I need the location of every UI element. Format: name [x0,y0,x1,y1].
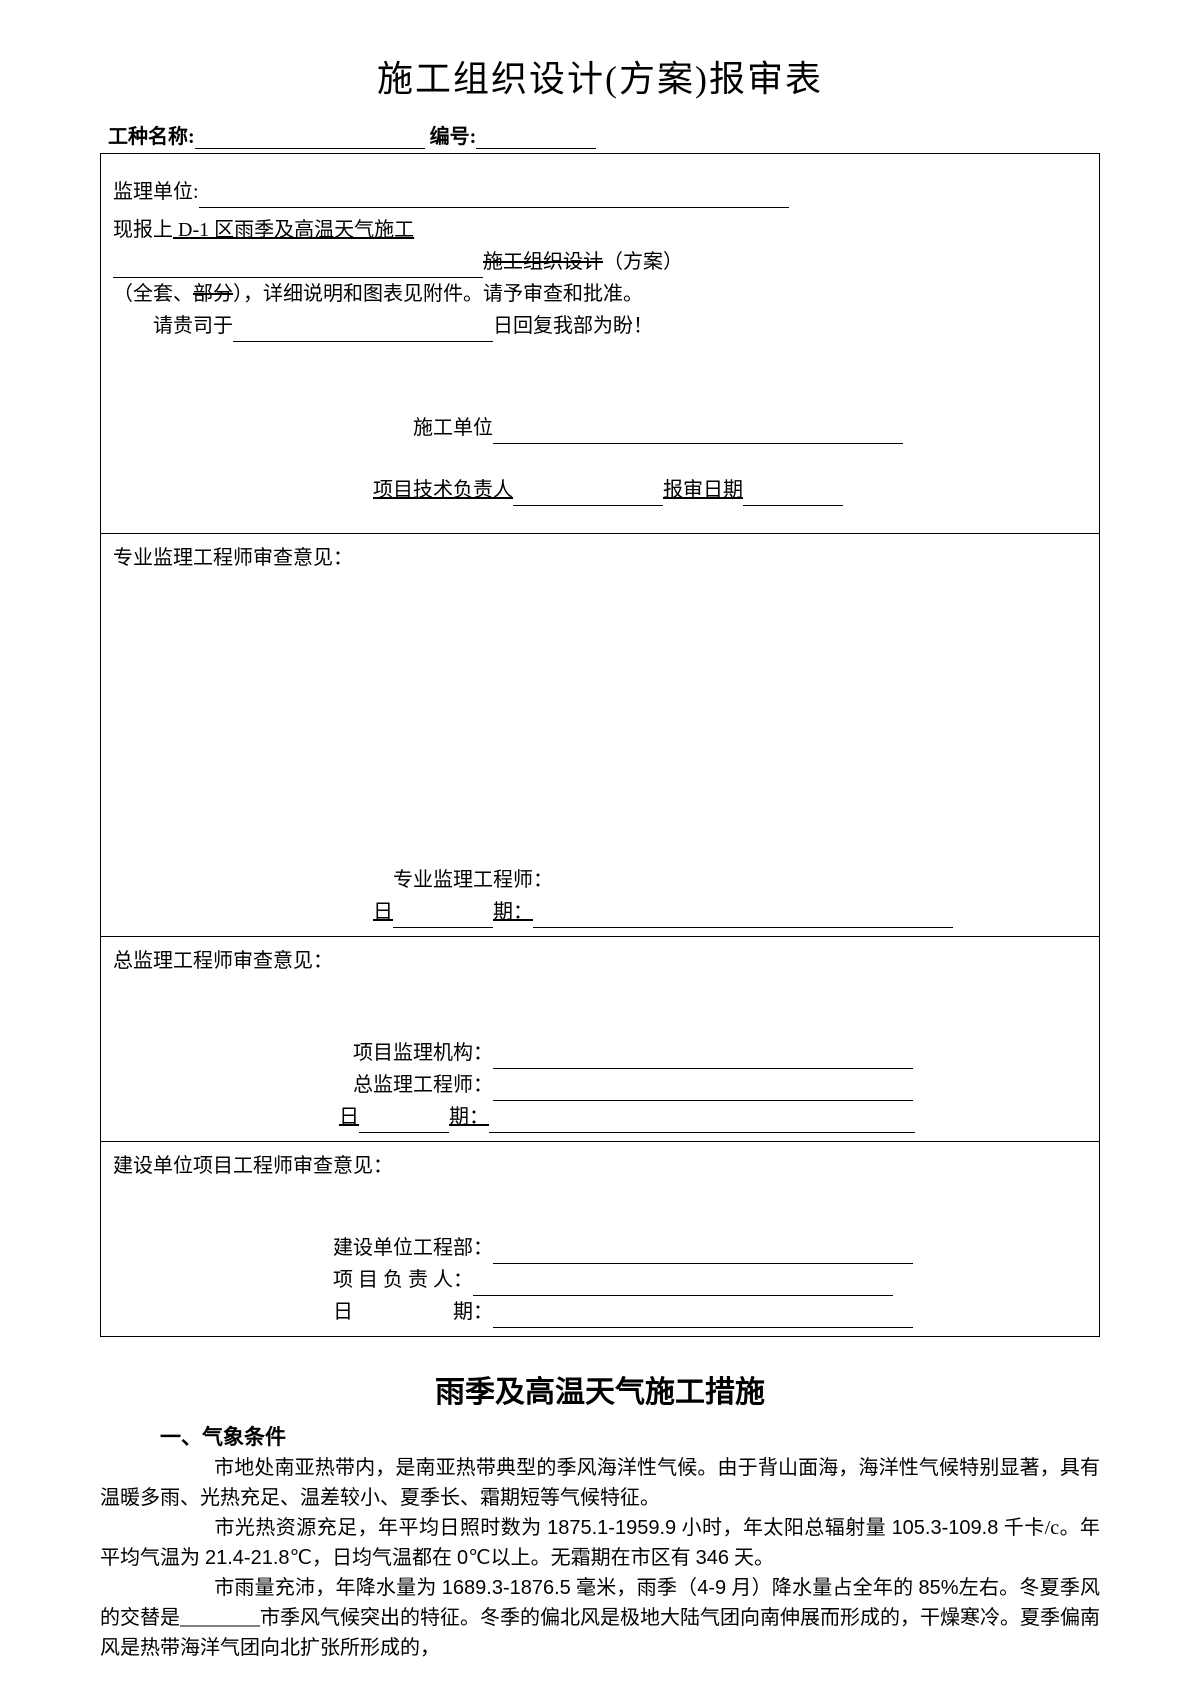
owner-title: 建设单位项目工程师审查意见： [113,1150,1087,1182]
document-title: 施工组织设计(方案)报审表 [100,50,1100,102]
leader-label: 项 目 负 责 人： [333,1269,473,1291]
chief-date-blank [489,1132,915,1133]
tech-leader-label: 项目技术负责人 [373,479,513,501]
full-set-prefix: （全套、 [113,283,193,305]
report-content: D-1 区雨季及高温天气施工 [173,219,784,241]
chief-title: 总监理工程师审查意见： [113,945,1087,977]
approval-table: 监理单位: 现报上 D-1 区雨季及高温天气施工施工组织设计（方案） （全套、部… [100,153,1100,1337]
date-post4: 期： [453,1301,493,1323]
construction-unit-blank [493,443,903,444]
review-date-blank [743,505,843,506]
report-prefix: 现报上 [113,219,173,241]
serial-blank [476,148,596,149]
plan-suffix: （方案） [603,251,683,273]
dept-label: 建设单位工程部： [333,1237,493,1259]
partial-strike: 部分 [193,283,233,305]
supervisor-label: 监理单位: [113,181,199,203]
chief-engineer-cell: 总监理工程师审查意见： 项目监理机构： 总监理工程师： 日 期： [101,937,1100,1142]
date-pre3: 日 [339,1106,359,1128]
specialist-title: 专业监理工程师审查意见： [113,542,1087,574]
reply-date-blank [233,341,493,342]
full-set-suffix: ），详细说明和图表见附件。请予审查和批准。 [233,283,643,305]
owner-engineer-cell: 建设单位项目工程师审查意见： 建设单位工程部： 项 目 负 责 人： 日 期： [101,1142,1100,1337]
please-prefix: 请贵司于 [153,315,233,337]
date-pre4: 日 [333,1301,353,1323]
date-post: 期： [493,901,533,923]
review-date-label: 报审日期 [663,479,743,501]
work-type-blank [195,148,425,149]
body-text: 市地处南亚热带内，是南亚热带典型的季风海洋性气候。由于背山面海，海洋性气候特别显… [100,1453,1100,1663]
work-type-label: 工种名称: [108,126,195,148]
supervisor-blank [199,207,789,208]
applicant-cell: 监理单位: 现报上 D-1 区雨季及高温天气施工施工组织设计（方案） （全套、部… [101,154,1100,534]
date-post3: 期： [449,1106,489,1128]
serial-label: 编号: [430,126,477,148]
chief-label: 总监理工程师： [353,1074,493,1096]
owner-date-blank [493,1327,913,1328]
specialist-engineer-cell: 专业监理工程师审查意见： 专业监理工程师： 日 期： [101,534,1100,937]
para2: 市光热资源充足，年平均日照时数为 1875.1-1959.9 小时，年太阳总辐射… [100,1513,1100,1573]
specialist-date-blank [533,927,953,928]
please-suffix: 日回复我部为盼！ [493,315,653,337]
subsection-1: 一、气象条件 [100,1421,1100,1451]
construction-unit-label: 施工单位 [413,417,493,439]
tech-leader-blank [513,505,663,506]
para1: 市地处南亚热带内，是南亚热带典型的季风海洋性气候。由于背山面海，海洋性气候特别显… [100,1453,1100,1513]
date-pre: 日 [373,901,393,923]
specialist-engineer-label: 专业监理工程师： [393,869,553,891]
header-line: 工种名称: 编号: [100,120,1100,149]
org-label: 项目监理机构： [353,1042,493,1064]
plan-design-strike: 施工组织设计 [483,251,603,273]
para3: 市雨量充沛，年降水量为 1689.3-1876.5 毫米，雨季（4-9 月）降水… [100,1573,1100,1663]
section-title: 雨季及高温天气施工措施 [100,1367,1100,1411]
